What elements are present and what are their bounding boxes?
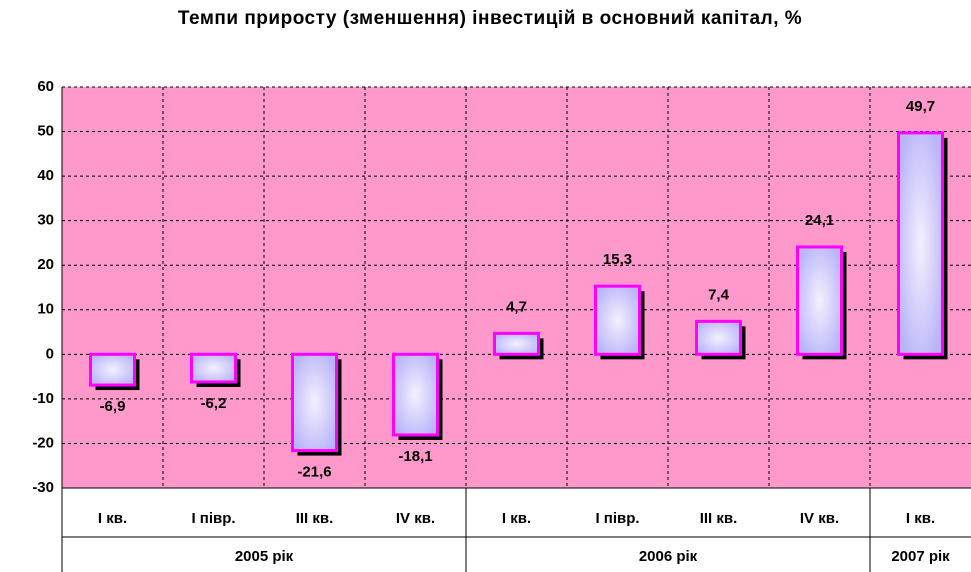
x-tick-label: І кв.: [98, 510, 127, 527]
bar: [392, 352, 439, 437]
x-tick-label: ІІІ кв.: [700, 510, 738, 527]
data-label: 4,7: [506, 298, 527, 315]
data-label: -18,1: [398, 448, 432, 465]
data-label: 24,1: [805, 212, 834, 229]
y-tick-label: 10: [37, 301, 54, 318]
bar: [291, 352, 338, 453]
x-tick-label: ІV кв.: [396, 510, 435, 527]
x-tick-label: ІІІ кв.: [296, 510, 334, 527]
group-label: 2005 рік: [235, 548, 294, 565]
y-tick-label: -30: [32, 479, 54, 496]
x-tick-label: ІV кв.: [800, 510, 839, 527]
bar: [695, 319, 742, 356]
y-tick-label: 40: [37, 167, 54, 184]
bar: [89, 352, 136, 387]
x-tick-label: І півр.: [191, 510, 235, 527]
y-tick-label: 30: [37, 212, 54, 229]
x-tick-label: І півр.: [595, 510, 639, 527]
chart-title: Темпи приросту (зменшення) інвестицій в …: [177, 8, 803, 29]
data-label: -6,9: [100, 398, 126, 415]
group-label: 2006 рік: [639, 548, 698, 565]
data-label: -6,2: [201, 395, 227, 412]
y-tick-label: 0: [46, 345, 54, 362]
y-tick-label: 20: [37, 256, 54, 273]
y-tick-label: 60: [37, 78, 54, 95]
y-tick-label: -20: [32, 434, 54, 451]
data-label: 49,7: [906, 98, 935, 115]
bar: [493, 331, 540, 356]
x-tick-label: І кв.: [906, 510, 935, 527]
bar: [796, 245, 843, 356]
y-tick-label: -10: [32, 390, 54, 407]
data-label: -21,6: [297, 464, 331, 481]
bar: [897, 131, 944, 356]
data-label: 15,3: [603, 251, 632, 268]
bar: [594, 284, 641, 356]
group-label: 2007 рік: [891, 548, 950, 565]
x-tick-label: І кв.: [502, 510, 531, 527]
data-label: 7,4: [708, 286, 730, 303]
bar: [190, 352, 237, 384]
y-tick-label: 50: [37, 123, 54, 140]
